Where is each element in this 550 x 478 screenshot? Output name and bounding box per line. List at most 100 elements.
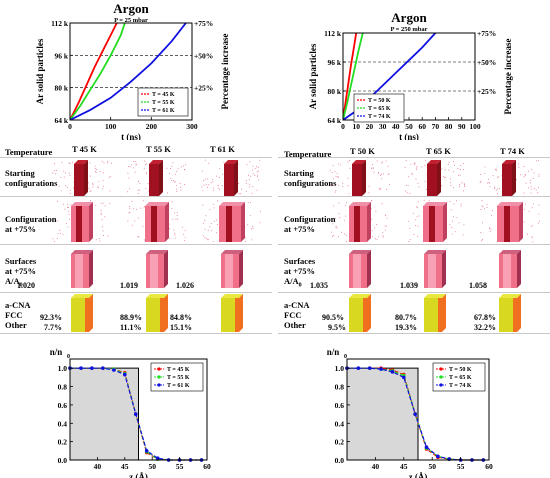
gas-particle (528, 170, 530, 172)
gas-particle (96, 169, 98, 170)
gas-particle (65, 223, 67, 224)
gas-particle (70, 203, 72, 205)
gas-particle (127, 172, 129, 174)
gas-particle (381, 178, 383, 180)
cna-crystal-front (424, 298, 442, 332)
gas-particle (370, 200, 372, 202)
row-label-cna: a-CNA FCC Other (5, 300, 31, 330)
gas-particle (216, 224, 218, 225)
x-tick-label: 60 (418, 122, 426, 131)
gas-particle (248, 179, 250, 181)
legend-label: T = 45 K (152, 92, 175, 98)
gas-particle (415, 167, 417, 169)
area-ratio-value: 1.020 (17, 281, 35, 290)
x-tick-label: 60 (485, 462, 493, 471)
gas-particle (482, 222, 483, 224)
gas-particle (246, 164, 248, 166)
gas-particle (523, 176, 525, 178)
gas-particle (480, 209, 482, 210)
gas-particle (142, 225, 144, 227)
gas-particle (489, 227, 491, 229)
gas-particle (128, 212, 130, 214)
gas-particle (338, 213, 340, 215)
gas-particle (459, 174, 461, 176)
x-tick-label: 20 (366, 122, 374, 131)
area-ratio-value: 1.039 (400, 281, 418, 290)
gas-particle (333, 235, 335, 237)
gas-particle (376, 238, 378, 240)
gas-particle (453, 187, 455, 189)
gas-particle (69, 163, 71, 164)
gas-particle (338, 235, 340, 237)
gas-particle (444, 177, 446, 178)
gas-particle (405, 160, 407, 161)
surface-crystal-top (146, 250, 168, 254)
gas-particle (416, 166, 418, 168)
cna-crystal-front (349, 298, 367, 332)
gas-particle (98, 181, 100, 183)
gas-particle (90, 190, 92, 192)
gas-particle (245, 180, 247, 182)
gas-particle (173, 180, 175, 182)
gas-particle (415, 178, 417, 180)
surface-crystal-face (353, 254, 361, 288)
gas-particle (64, 208, 66, 210)
row-label-config: Configuration at +75% (5, 214, 56, 234)
plot-frame (69, 358, 208, 461)
gas-particle (494, 169, 496, 170)
y2-tick-label: +25% (477, 87, 496, 96)
gas-particle (143, 239, 145, 241)
x-tick-label: 300 (186, 122, 198, 131)
column-temperature: T 74 K (500, 146, 525, 156)
gas-particle (254, 175, 256, 176)
gas-particle (238, 183, 240, 184)
gas-particle (484, 208, 485, 210)
gas-particle (460, 205, 462, 207)
gas-particle (378, 173, 380, 175)
gas-particle (450, 185, 452, 187)
gas-particle (484, 173, 486, 174)
gas-particle (102, 185, 104, 187)
gas-particle (202, 235, 204, 237)
gas-particle (531, 188, 533, 190)
gas-particle (337, 163, 339, 165)
area-ratio-value: 1.026 (176, 281, 194, 290)
y-tick-label: 0.0 (335, 456, 345, 465)
gas-particle (89, 162, 91, 164)
cna-other-edge (85, 298, 89, 332)
gas-particle (142, 200, 144, 202)
y-tick-label: 112 k (324, 29, 342, 38)
gas-particle (129, 188, 131, 190)
gas-particle (258, 179, 260, 181)
gas-particle (176, 188, 178, 190)
cna-crystal-front (146, 298, 164, 332)
gas-particle (450, 182, 452, 184)
gas-particle (388, 173, 390, 175)
cna-crystal-side (442, 294, 446, 332)
gas-particle (169, 173, 170, 175)
gas-particle (418, 186, 420, 188)
x-tick-label: 45 (121, 462, 129, 471)
gas-particle (256, 174, 258, 176)
gas-particle (386, 188, 388, 190)
gas-particle (208, 162, 210, 164)
gas-particle (480, 173, 482, 175)
gas-particle (528, 210, 530, 212)
gas-particle (529, 179, 531, 181)
fcc-percent: 80.7% (395, 313, 417, 322)
gas-particle (412, 212, 414, 214)
data-point (402, 375, 406, 380)
gas-particle (524, 174, 526, 175)
row-label-cna: a-CNA FCC Other (284, 300, 310, 330)
x-tick-label: 45 (400, 462, 408, 471)
gas-particle (217, 187, 219, 189)
grown-crystal-top (423, 202, 447, 206)
gas-particle (127, 191, 129, 193)
gas-particle (172, 218, 174, 220)
gas-particle (68, 207, 69, 208)
gas-particle (145, 163, 147, 165)
gas-particle (456, 200, 458, 202)
gas-particle (368, 185, 370, 187)
gas-particle (128, 177, 130, 179)
gas-particle (337, 176, 339, 178)
